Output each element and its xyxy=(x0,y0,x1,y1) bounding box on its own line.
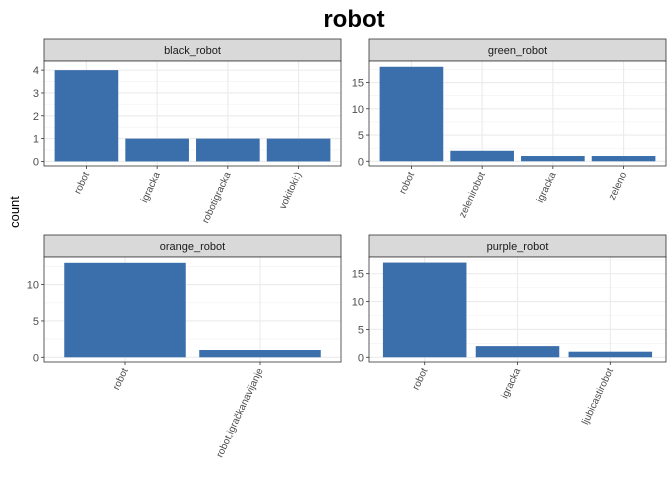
x-tick-label: zelenirobot xyxy=(457,170,488,219)
panel-border xyxy=(368,60,667,167)
facet-orange_robot: orange_robot 0 5 10 robot robot,igračkanavija… xyxy=(27,234,342,459)
bar-robotigracka xyxy=(196,138,260,162)
x-tick-label: vokitoki:) xyxy=(278,171,305,211)
x-tick-label: robot xyxy=(73,170,93,196)
y-tick-label: 4 xyxy=(33,65,39,77)
bar-zeleno xyxy=(591,156,656,162)
y-axis-label: count xyxy=(7,196,22,228)
facet-green_robot: green_robot 0 5 10 15 robot zelenirobot igracka… xyxy=(352,38,667,220)
bar-igracka xyxy=(475,346,560,358)
x-tick-label: robot,igračkanavijanje xyxy=(215,366,266,459)
bar-ljubicastirobot xyxy=(568,351,653,358)
x-tick-label: igracka xyxy=(139,170,163,204)
y-tick-label: 15 xyxy=(352,269,364,281)
bar-robot xyxy=(379,66,444,162)
y-tick-label: 15 xyxy=(352,78,364,90)
x-tick-label: robot xyxy=(398,170,418,196)
y-tick-label: 5 xyxy=(33,316,39,328)
bar-zelenirobot xyxy=(450,150,514,162)
bar-robot xyxy=(64,262,186,358)
facet-strip-label: green_robot xyxy=(488,45,547,57)
bar-robot xyxy=(54,70,119,162)
x-tick-label: ljubicastirobot xyxy=(580,366,616,426)
bar-robot xyxy=(382,262,467,358)
x-tick-label: igracka xyxy=(535,170,559,204)
bar-vokitoki:) xyxy=(266,138,331,162)
facet-strip-label: black_robot xyxy=(164,45,221,57)
panel-border xyxy=(43,60,342,167)
y-tick-label: 3 xyxy=(33,88,39,100)
facet-purple_robot: purple_robot 0 5 10 15 robot igracka ljubicasti… xyxy=(352,234,667,427)
y-tick-label: 5 xyxy=(358,130,364,142)
facet-strip-label: purple_robot xyxy=(487,241,549,253)
y-tick-label: 2 xyxy=(33,111,39,123)
bar-igracka xyxy=(125,138,189,162)
x-tick-label: igracka xyxy=(500,366,524,400)
panel-border xyxy=(43,256,342,363)
y-tick-label: 10 xyxy=(352,104,364,116)
bar-igracka xyxy=(521,156,585,162)
x-tick-label: zeleno xyxy=(607,170,630,202)
y-tick-label: 10 xyxy=(27,280,39,292)
y-tick-label: 5 xyxy=(358,324,364,336)
facet-strip-label: orange_robot xyxy=(160,241,225,253)
y-tick-label: 0 xyxy=(358,156,364,168)
y-tick-label: 1 xyxy=(33,134,39,146)
x-tick-label: robot xyxy=(411,366,431,392)
x-tick-label: robot xyxy=(111,366,131,392)
chart-title: robot xyxy=(323,6,384,33)
y-tick-label: 10 xyxy=(352,297,364,309)
y-tick-label: 0 xyxy=(358,352,364,364)
y-tick-label: 0 xyxy=(33,352,39,364)
x-tick-label: robotigracka xyxy=(200,170,233,225)
bar-robot,igračkanavijanje xyxy=(199,350,321,358)
y-tick-label: 0 xyxy=(33,156,39,168)
